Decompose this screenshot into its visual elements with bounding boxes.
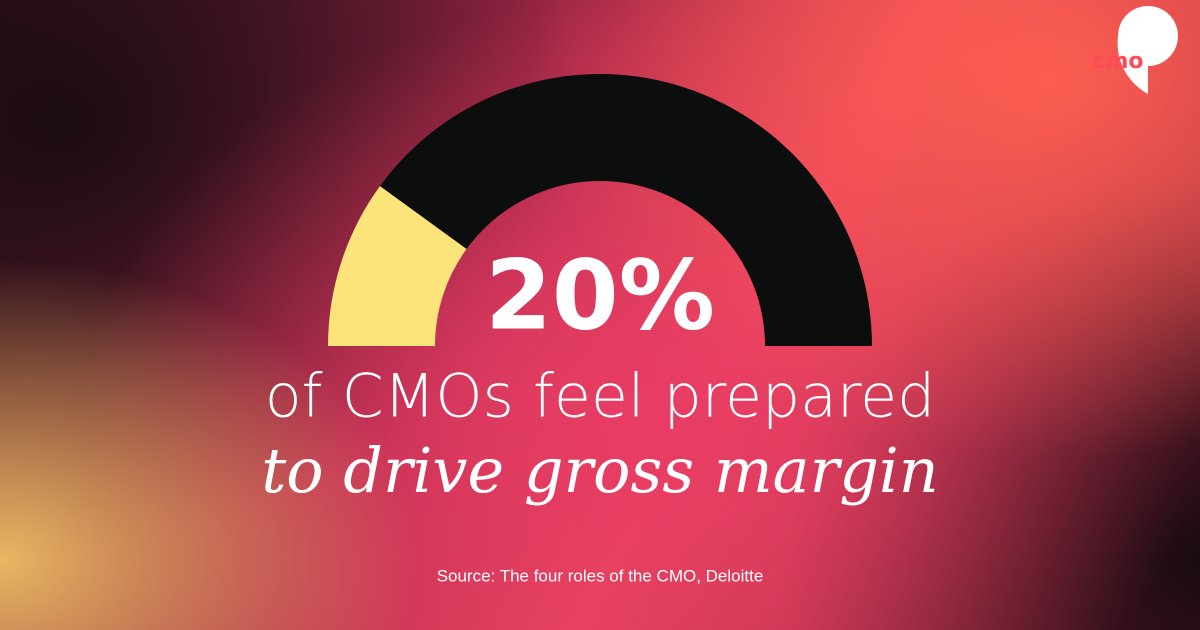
gauge-value (328, 186, 467, 346)
source: Source: The four roles of the CMO, Deloi… (437, 566, 764, 585)
logo: cmo (1092, 6, 1178, 94)
subtitle-line: of CMOs feel prepared (265, 362, 935, 432)
logo-text: cmo (1092, 49, 1143, 74)
gauge-track (379, 74, 872, 347)
logo-badge (1117, 6, 1178, 94)
value-label: 20% (485, 239, 715, 351)
subtitle-line: to drive gross margin (261, 434, 938, 507)
